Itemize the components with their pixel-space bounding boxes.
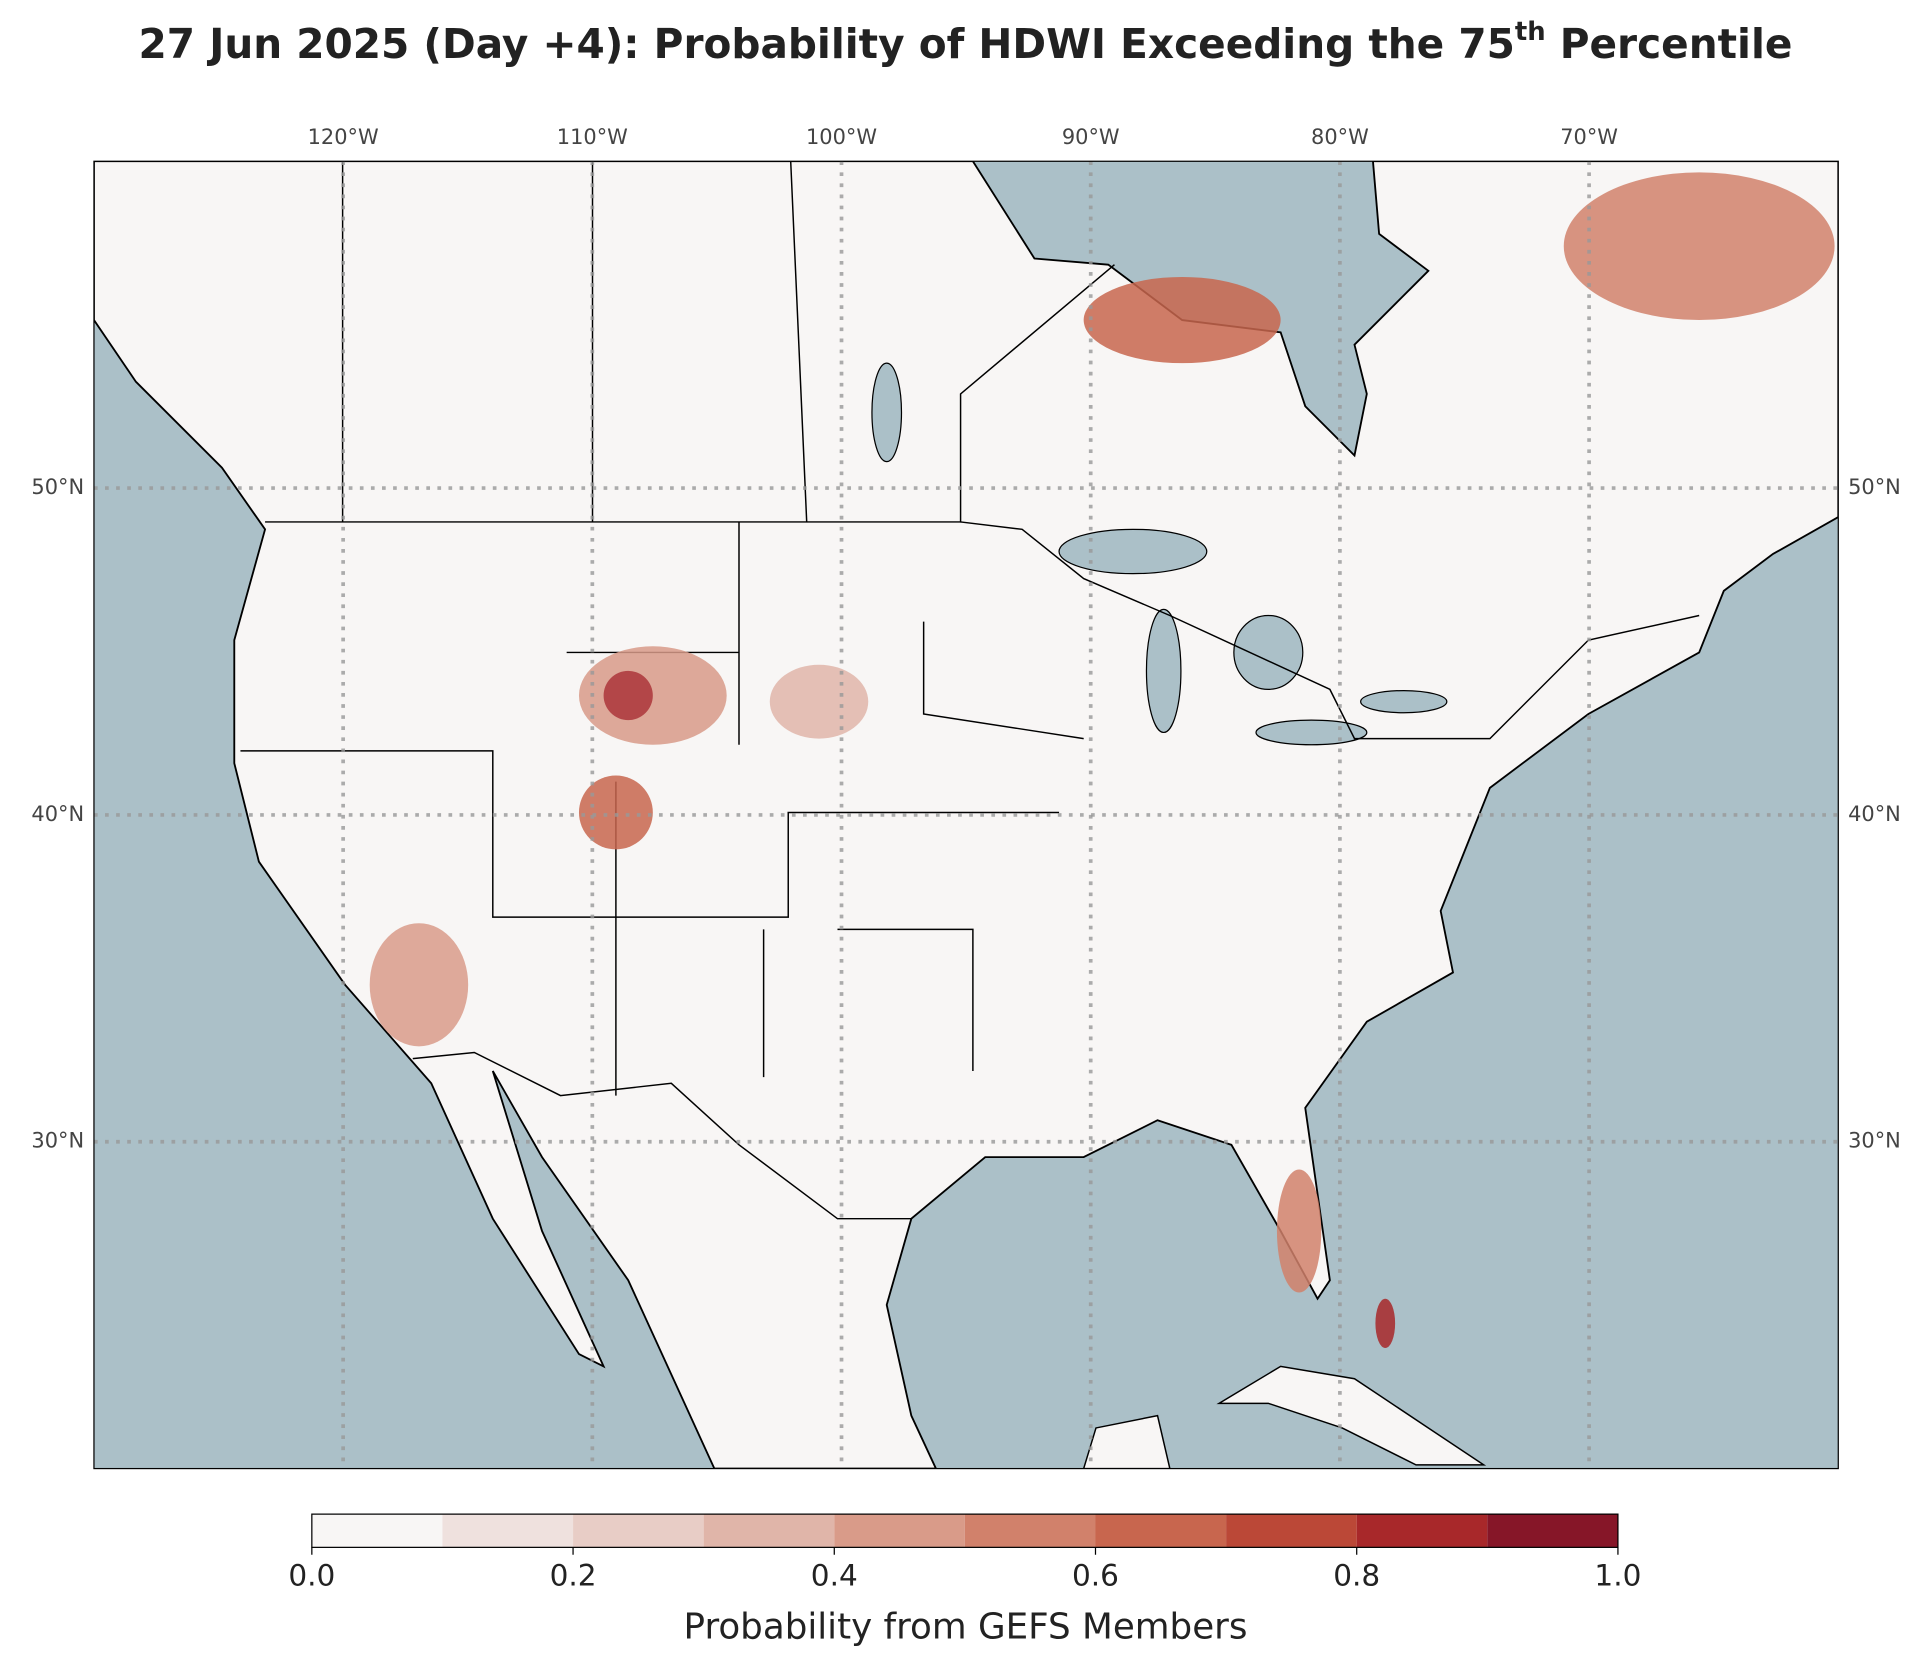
title-text: Percentile [1546, 20, 1793, 68]
colorbar-segment [311, 1514, 443, 1548]
colorbar-tick-label: 1.0 [1594, 1558, 1641, 1592]
lon-tick-label: 110°W [557, 125, 628, 149]
colorbar-frame [311, 1513, 1619, 1548]
shade [1276, 1169, 1322, 1293]
title-text: 27 Jun 2025 (Day +4): Probability of HDW… [139, 20, 1515, 68]
border [412, 1051, 912, 1220]
border [265, 264, 1115, 523]
map-frame [93, 160, 1839, 1470]
title: 27 Jun 2025 (Day +4): Probability of HDW… [139, 17, 1793, 68]
shade [369, 923, 469, 1047]
yucatan [1082, 1414, 1171, 1469]
shade [603, 670, 653, 721]
lon-tick-label: 100°W [806, 125, 877, 149]
shade [1375, 1298, 1396, 1348]
colorbar-label: Probability from GEFS Members [684, 1607, 1248, 1648]
probability-shading [369, 172, 1835, 1348]
lake [1255, 719, 1368, 746]
lake [1058, 528, 1208, 575]
shade [1083, 276, 1281, 364]
colorbar-tick-label: 0.6 [1072, 1558, 1119, 1592]
colorbar-tick-label: 0.0 [288, 1558, 335, 1592]
cuba [1216, 1365, 1487, 1466]
lake [1145, 608, 1182, 734]
lon-tick-label: 120°W [308, 125, 379, 149]
shade [769, 664, 869, 739]
lake [1360, 689, 1448, 714]
lon-tick-label: 90°W [1062, 125, 1120, 149]
great-lakes [871, 362, 1448, 746]
colorbar-tick-label: 0.8 [1333, 1558, 1380, 1592]
map-area [93, 161, 1839, 1469]
shade [1563, 172, 1835, 321]
lat-tick-label: 30°N [31, 1129, 84, 1153]
colorbar: 0.0 0.2 0.4 0.6 0.8 1.0 [288, 1513, 1641, 1592]
lat-tick-label: 40°N [31, 802, 84, 826]
colorbar-segment [1226, 1514, 1357, 1548]
lat-tick-label: 40°N [1848, 802, 1901, 826]
lake [1233, 614, 1304, 690]
lon-tick-label: 80°W [1311, 125, 1369, 149]
lake [871, 362, 903, 463]
title-superscript: th [1515, 17, 1546, 47]
colorbar-segment [1095, 1514, 1227, 1548]
lat-tick-label: 50°N [31, 475, 84, 499]
lat-tick-label: 50°N [1848, 475, 1901, 499]
lon-tick-label: 70°W [1560, 125, 1618, 149]
colorbar-segment [964, 1514, 1096, 1548]
borders [240, 161, 1700, 1220]
colorbar-segment [834, 1514, 965, 1548]
shade [578, 775, 653, 850]
colorbar-tick-label: 0.4 [811, 1558, 858, 1592]
lat-tick-label: 30°N [1848, 1129, 1901, 1153]
colorbar-segment [573, 1514, 704, 1548]
colorbar-segment [703, 1514, 835, 1548]
colorbar-segment [1356, 1514, 1488, 1548]
colorbar-segment [1487, 1514, 1618, 1548]
graticule [93, 161, 1839, 1469]
colorbar-tick-label: 0.2 [550, 1558, 597, 1592]
border [960, 521, 1700, 740]
colorbar-segment [442, 1514, 574, 1548]
